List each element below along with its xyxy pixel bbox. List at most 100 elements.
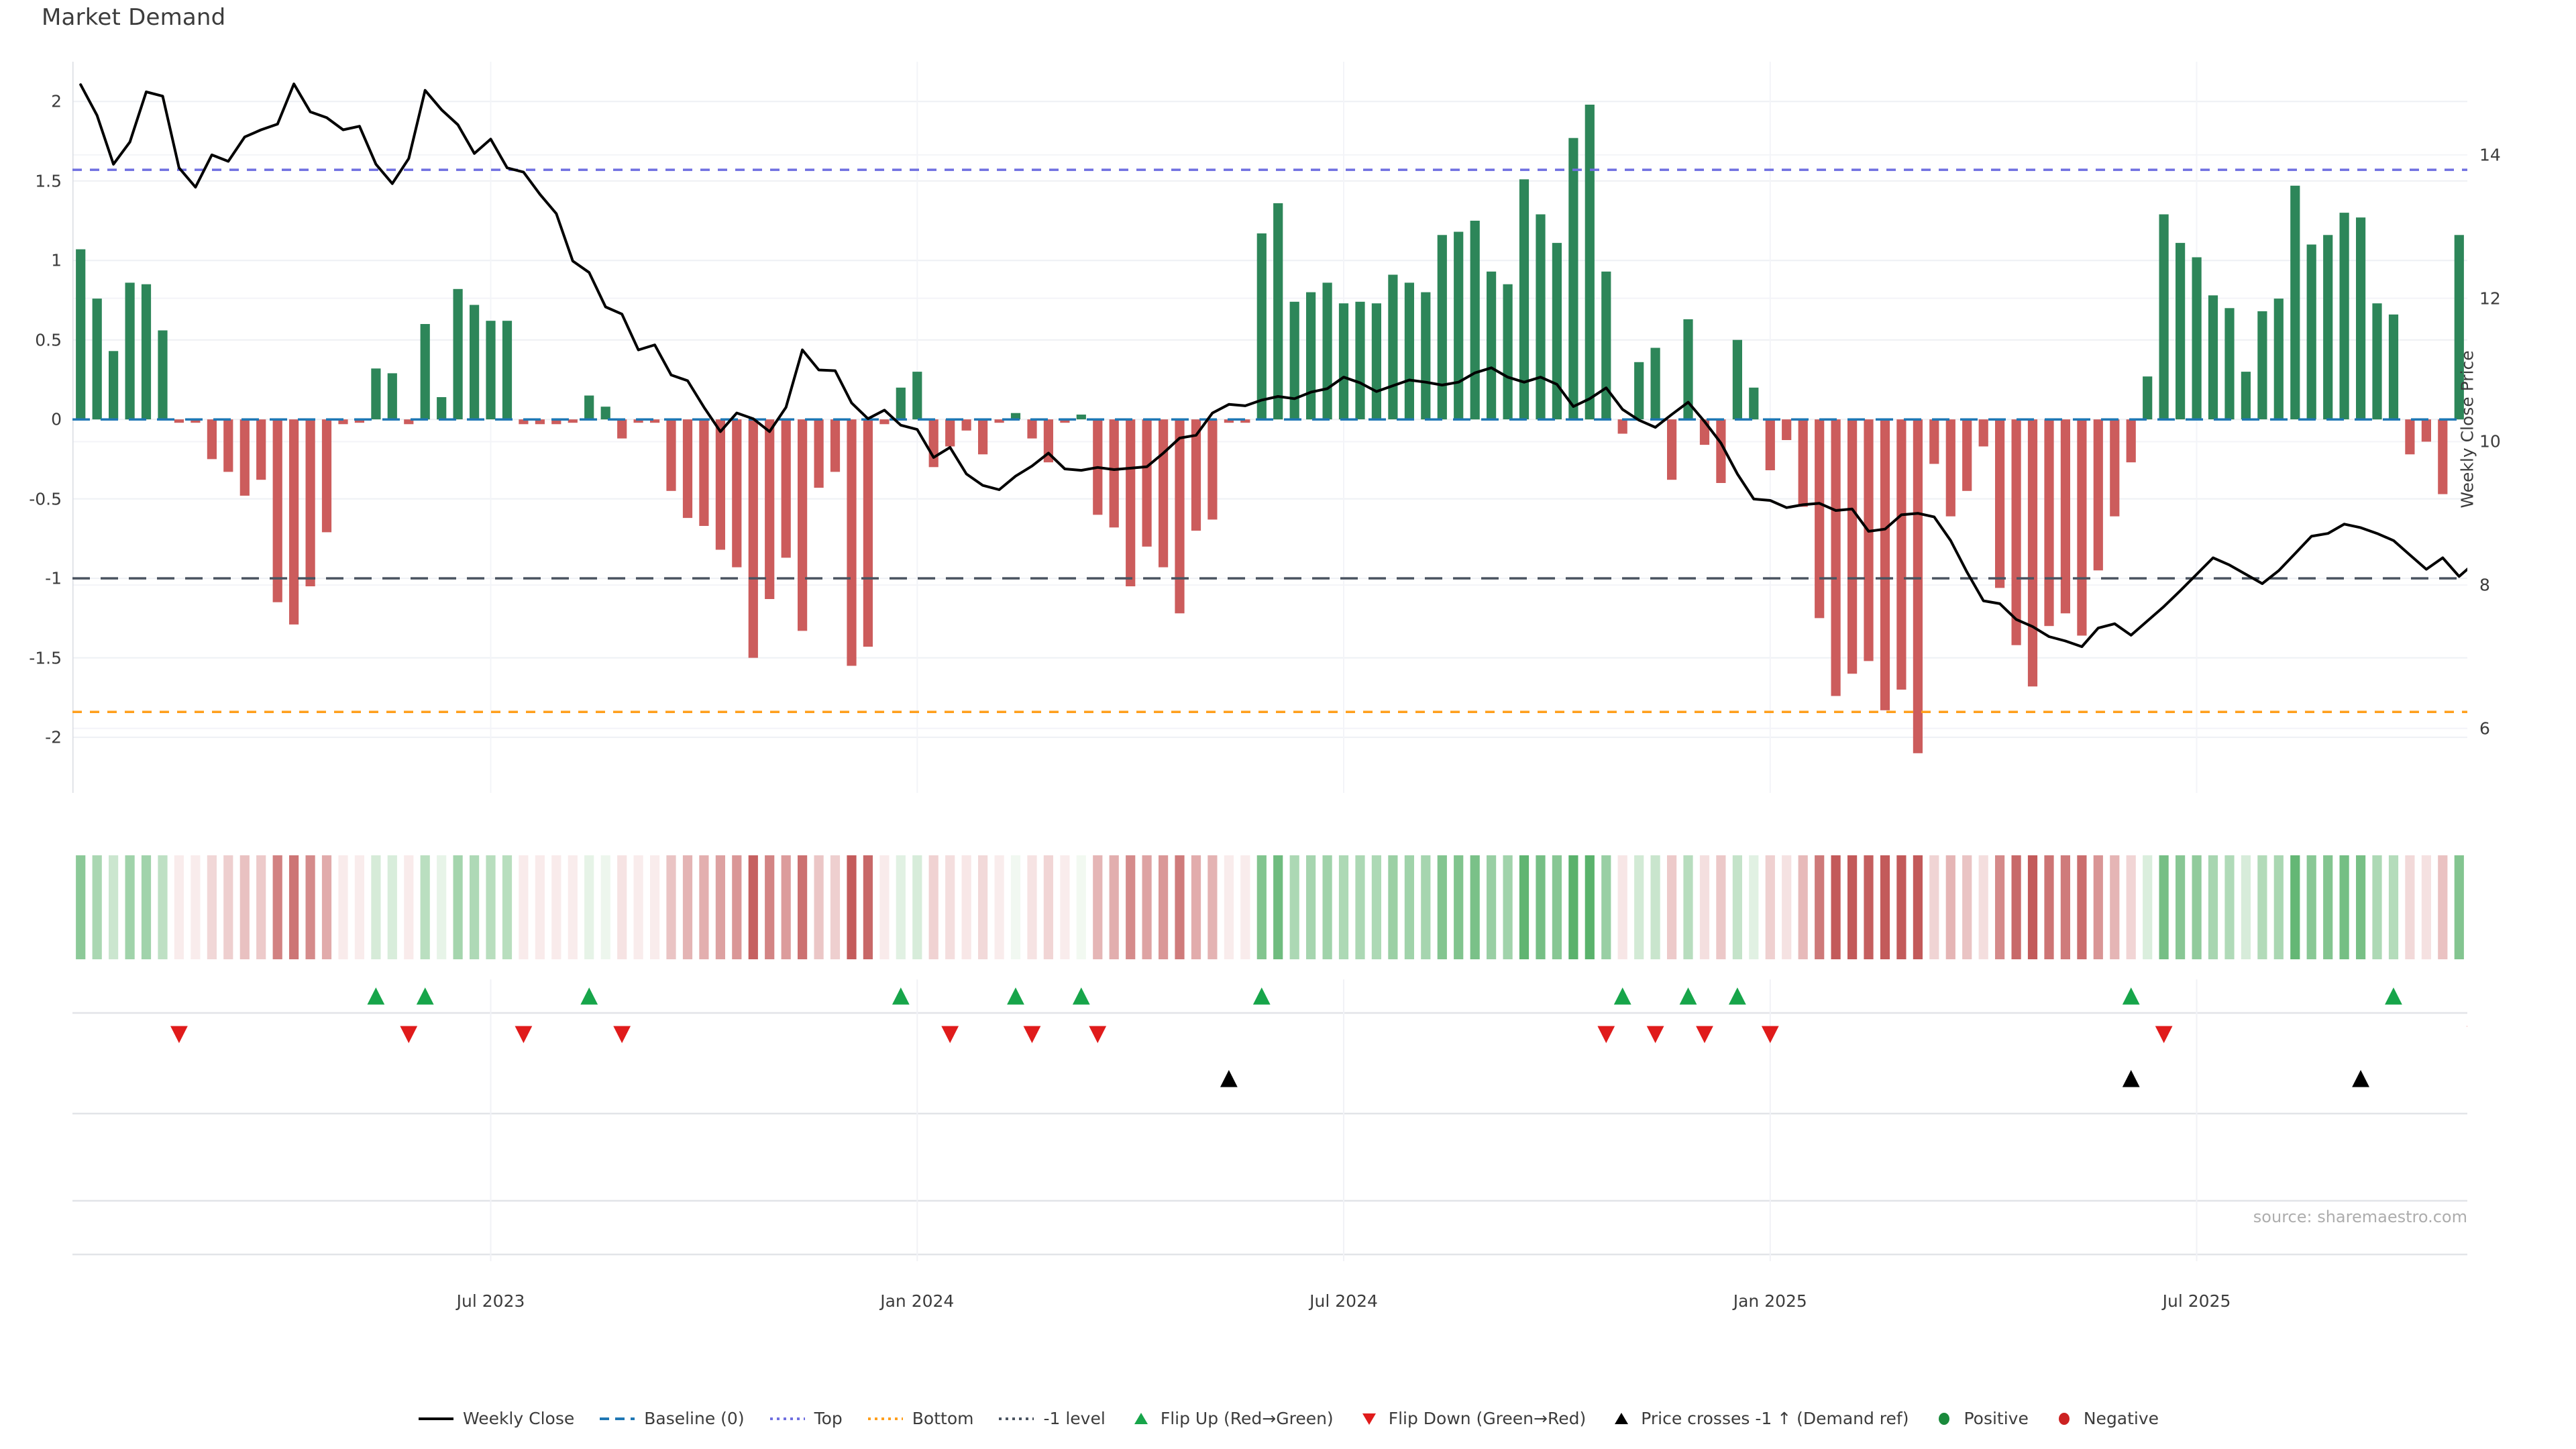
- demand-bar: [2126, 419, 2136, 463]
- demand-bar: [994, 419, 1004, 423]
- demand-bar: [1175, 419, 1185, 614]
- demand-bar: [387, 373, 397, 420]
- heatmap-cell: [1273, 855, 1283, 959]
- triangle-up-icon: [1134, 1412, 1148, 1424]
- demand-bar: [2438, 419, 2448, 494]
- heatmap-cell: [1371, 855, 1381, 959]
- flip-down-marker: [1696, 1026, 1713, 1043]
- demand-bar: [1847, 419, 1858, 674]
- heatmap-cell: [1338, 855, 1349, 959]
- flip-up-marker: [580, 987, 598, 1005]
- heatmap-cell: [1617, 855, 1627, 959]
- heatmap-cell: [568, 855, 578, 959]
- x-tick-label: Jul 2025: [2162, 1291, 2231, 1311]
- left-tick-label: -1.5: [29, 648, 62, 668]
- circle-icon: [2058, 1412, 2070, 1425]
- demand-bar: [289, 419, 299, 625]
- flip-down-marker: [515, 1026, 533, 1043]
- demand-bar: [1749, 387, 1759, 420]
- heatmap-cell: [1765, 855, 1775, 959]
- heatmap-cell: [2388, 855, 2399, 959]
- legend-item[interactable]: Flip Up (Red→Green): [1130, 1409, 1334, 1428]
- heatmap-cell: [519, 855, 529, 959]
- demand-bar: [1601, 271, 1611, 420]
- heatmap-cell: [765, 855, 775, 959]
- heatmap-cell: [1519, 855, 1529, 959]
- heatmap-cell: [256, 855, 266, 959]
- demand-bar: [633, 419, 643, 423]
- demand-bar: [354, 419, 364, 423]
- demand-bar: [2372, 303, 2382, 420]
- flip-down-marker: [1761, 1026, 1779, 1043]
- legend-item[interactable]: Price crosses -1 ↑ (Demand ref): [1610, 1409, 1909, 1428]
- demand-bar: [2110, 419, 2120, 517]
- legend-item[interactable]: Top: [769, 1409, 843, 1428]
- x-tick-label: Jan 2025: [1733, 1291, 1807, 1311]
- demand-bar: [535, 419, 545, 425]
- demand-bar: [191, 419, 201, 423]
- demand-bar: [519, 419, 529, 425]
- demand-bar: [650, 419, 660, 423]
- demand-bar: [945, 419, 955, 447]
- heatmap-cell: [847, 855, 857, 959]
- heatmap-cell: [715, 855, 725, 959]
- demand-bar: [305, 419, 315, 586]
- demand-bar: [1617, 419, 1627, 434]
- demand-bar: [272, 419, 282, 602]
- heatmap-cell: [978, 855, 988, 959]
- demand-bar: [453, 288, 463, 420]
- heatmap-cell: [863, 855, 873, 959]
- weekly-close-line-group: [79, 83, 2467, 648]
- heatmap-cell: [2159, 855, 2169, 959]
- flip-down-marker: [400, 1026, 418, 1043]
- heatmap-cell: [2044, 855, 2054, 959]
- demand-bar: [781, 419, 791, 558]
- demand-bar: [239, 419, 250, 496]
- demand-bar: [1027, 419, 1037, 439]
- heatmap-cell: [912, 855, 922, 959]
- heatmap-cell: [1634, 855, 1644, 959]
- legend-dashed-line-icon: [600, 1417, 635, 1420]
- heatmap-cell: [2405, 855, 2415, 959]
- heatmap-cell: [1487, 855, 1497, 959]
- heatmap-cell: [2438, 855, 2448, 959]
- heatmap-cell: [1929, 855, 1939, 959]
- demand-bar: [830, 419, 841, 472]
- gridlines-group: [72, 62, 2467, 793]
- legend-item[interactable]: Positive: [1933, 1409, 2029, 1428]
- demand-bar: [1585, 105, 1595, 420]
- flip-up-marker: [1728, 987, 1746, 1005]
- legend-item[interactable]: Bottom: [867, 1409, 973, 1428]
- legend-item[interactable]: -1 level: [998, 1409, 1106, 1428]
- legend-item[interactable]: Baseline (0): [598, 1409, 745, 1428]
- heatmap-cell: [1782, 855, 1792, 959]
- right-tick-label: 6: [2479, 718, 2490, 739]
- demand-bar: [1289, 301, 1299, 420]
- demand-heatmap-strip: [72, 855, 2467, 959]
- demand-bar: [1060, 419, 1070, 423]
- demand-bar: [2454, 235, 2464, 420]
- heatmap-cell: [371, 855, 381, 959]
- legend-dotted-line-icon: [867, 1417, 903, 1420]
- heatmap-cell: [1076, 855, 1086, 959]
- demand-bar: [1782, 419, 1792, 440]
- legend-item[interactable]: Flip Down (Green→Red): [1358, 1409, 1586, 1428]
- demand-bar: [1929, 419, 1939, 464]
- heatmap-cell: [2356, 855, 2366, 959]
- legend-item[interactable]: Weekly Close: [417, 1409, 574, 1428]
- demand-bar: [338, 419, 348, 425]
- demand-bar: [109, 351, 119, 420]
- heatmap-cell: [2241, 855, 2251, 959]
- demand-bar: [76, 249, 86, 420]
- heatmap-cell: [1322, 855, 1332, 959]
- flip-up-marker: [1252, 987, 1271, 1005]
- heatmap-cell: [1716, 855, 1726, 959]
- demand-bar: [1732, 339, 1742, 420]
- flip-down-marker: [941, 1026, 959, 1043]
- demand-bar: [1667, 419, 1677, 480]
- price-cross-marker: [2122, 1070, 2140, 1087]
- demand-bar: [92, 299, 102, 420]
- demand-bar: [1552, 243, 1562, 420]
- heatmap-cell: [2224, 855, 2235, 959]
- legend-item[interactable]: Negative: [2053, 1409, 2159, 1428]
